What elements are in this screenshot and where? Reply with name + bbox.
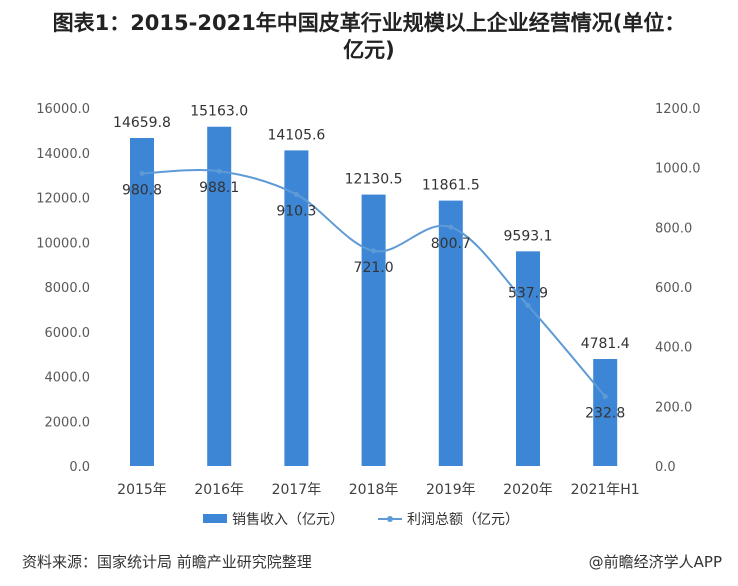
bar-value-label: 12130.5	[345, 172, 403, 188]
data-labels: 14659.8 15163.0 14105.6 12130.5 11861.5 9593.…	[113, 104, 630, 422]
category-label: 2016年	[194, 482, 244, 498]
right-tick-label: 1000.0	[655, 162, 701, 177]
line-value-label: 721.0	[354, 260, 394, 276]
left-tick-label: 4000.0	[45, 371, 91, 386]
bar-value-label: 4781.4	[581, 336, 630, 352]
line-point	[602, 394, 608, 400]
line-value-label: 988.1	[199, 180, 239, 196]
bar	[516, 251, 540, 466]
category-label: 2017年	[272, 482, 322, 498]
left-axis: 0.0 2000.0 4000.0 6000.0 8000.0 10000.0 12000.…	[36, 102, 90, 475]
line-point	[216, 168, 222, 174]
bar	[207, 126, 232, 466]
left-tick-label: 10000.0	[36, 236, 90, 251]
line-value-label: 800.7	[431, 236, 471, 252]
bar-series	[130, 126, 618, 466]
category-label: 2018年	[349, 482, 399, 498]
right-tick-label: 200.0	[655, 400, 692, 415]
left-tick-label: 6000.0	[45, 326, 91, 341]
chart-title: 图表1：2015-2021年中国皮革行业规模以上企业经营情况(单位：亿元)	[52, 11, 686, 62]
right-axis: 0.0 200.0 400.0 600.0 800.0 1000.0 1200.0	[655, 102, 701, 475]
left-tick-label: 2000.0	[45, 415, 91, 430]
line-value-label: 910.3	[276, 203, 316, 219]
legend-line-marker	[387, 516, 393, 522]
bar-value-label: 11861.5	[422, 178, 480, 194]
left-tick-label: 16000.0	[36, 102, 90, 117]
legend-bar-swatch	[203, 514, 227, 523]
category-label: 2021年H1	[571, 482, 640, 498]
legend-line-label: 利润总额（亿元）	[407, 512, 519, 528]
bar-value-label: 9593.1	[504, 228, 553, 244]
bar	[438, 200, 463, 466]
line-value-label: 537.9	[508, 286, 548, 302]
bar-value-label: 14105.6	[267, 127, 325, 143]
category-label: 2020年	[503, 482, 553, 498]
category-label: 2015年	[117, 482, 167, 498]
left-tick-label: 0.0	[69, 460, 90, 475]
bar	[130, 137, 154, 466]
line-point	[525, 303, 531, 309]
bar	[284, 150, 309, 466]
legend: 销售收入（亿元） 利润总额（亿元）	[203, 512, 519, 528]
bar-value-label: 15163.0	[190, 104, 248, 120]
line-point	[371, 248, 377, 254]
category-label: 2019年	[426, 482, 476, 498]
line-point	[293, 191, 299, 197]
bar	[593, 359, 618, 466]
line-value-label: 980.8	[122, 182, 162, 198]
line-point	[448, 224, 454, 230]
line-series	[139, 168, 608, 400]
left-tick-label: 14000.0	[36, 147, 90, 162]
credit-note: @前瞻经济学人APP	[588, 553, 722, 571]
right-tick-label: 400.0	[655, 341, 692, 356]
bar	[361, 194, 386, 466]
right-tick-label: 600.0	[655, 281, 692, 296]
left-tick-label: 8000.0	[45, 281, 91, 296]
x-axis: 2015年 2016年 2017年 2018年 2019年 2020年 2021年H1	[117, 482, 640, 498]
legend-bar-label: 销售收入（亿元）	[232, 512, 344, 528]
right-tick-label: 1200.0	[655, 102, 701, 117]
source-note: 资料来源：国家统计局 前瞻产业研究院整理	[22, 553, 312, 571]
bar-value-label: 14659.8	[113, 115, 171, 131]
line-point	[139, 170, 145, 176]
right-tick-label: 0.0	[655, 460, 676, 475]
right-tick-label: 800.0	[655, 221, 692, 236]
line-value-label: 232.8	[585, 406, 625, 422]
left-tick-label: 12000.0	[36, 192, 90, 207]
